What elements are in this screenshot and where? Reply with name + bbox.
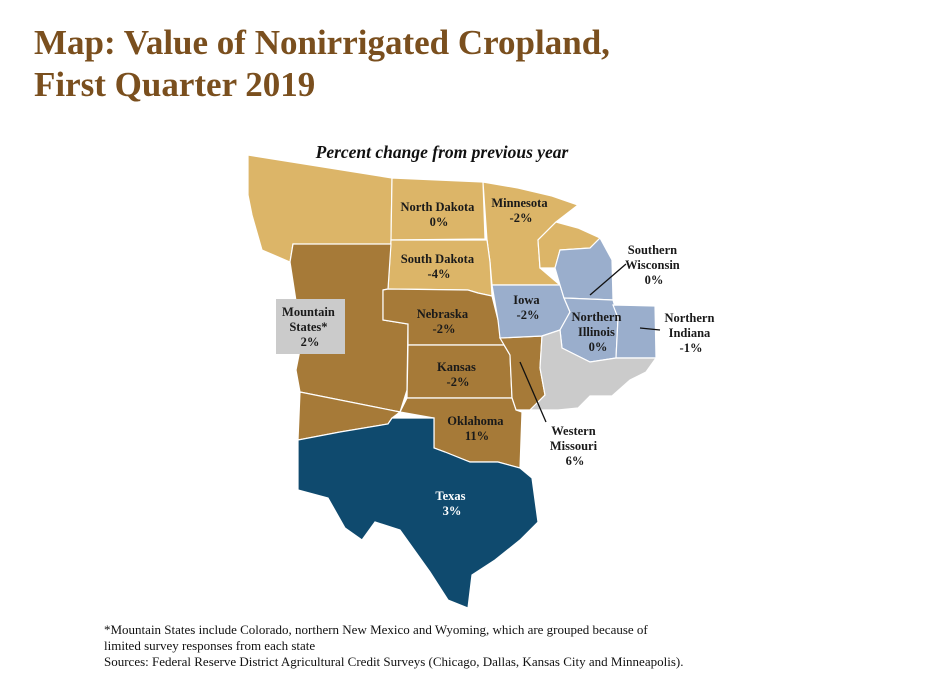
label-south-dakota: South Dakota -4%: [401, 252, 477, 281]
label-minnesota: Minnesota -2%: [491, 196, 550, 225]
sources-line: Sources: Federal Reserve District Agricu…: [104, 654, 684, 669]
label-southern-wisconsin: Southern Wisconsin 0%: [625, 243, 683, 287]
footnote-line-1: *Mountain States include Colorado, north…: [104, 622, 648, 637]
label-kansas: Kansas -2%: [437, 360, 479, 389]
map-title: Map: Value of Nonirrigated Cropland, Fir…: [34, 22, 610, 106]
label-oklahoma: Oklahoma 11%: [447, 414, 506, 443]
region-texas: [297, 417, 539, 609]
map-title-line-1: Map: Value of Nonirrigated Cropland,: [34, 23, 610, 62]
label-north-dakota: North Dakota 0%: [400, 200, 477, 229]
label-northern-illinois: Northern Illinois 0%: [571, 310, 624, 354]
label-western-missouri: Western Missouri 6%: [550, 424, 600, 468]
mountain-states-label-box: [276, 299, 345, 354]
label-texas: Texas 3%: [435, 489, 468, 518]
leader-line-southern-wisconsin: [589, 263, 627, 296]
map-title-line-2: First Quarter 2019: [34, 65, 316, 104]
label-northern-indiana: Northern Indiana -1%: [664, 311, 717, 355]
map-notes: *Mountain States include Colorado, north…: [104, 622, 804, 670]
leader-line-northern-indiana: [639, 327, 661, 331]
leader-line-western-missouri: [519, 361, 547, 423]
label-mountain-states: Mountain States* 2%: [282, 305, 338, 349]
footnote-line-2: limited survey responses from each state: [104, 638, 316, 653]
label-nebraska: Nebraska -2%: [417, 307, 472, 336]
label-iowa: Iowa -2%: [513, 293, 543, 322]
region-north-dakota: [390, 177, 486, 241]
map-subtitle: Percent change from previous year: [315, 142, 569, 162]
